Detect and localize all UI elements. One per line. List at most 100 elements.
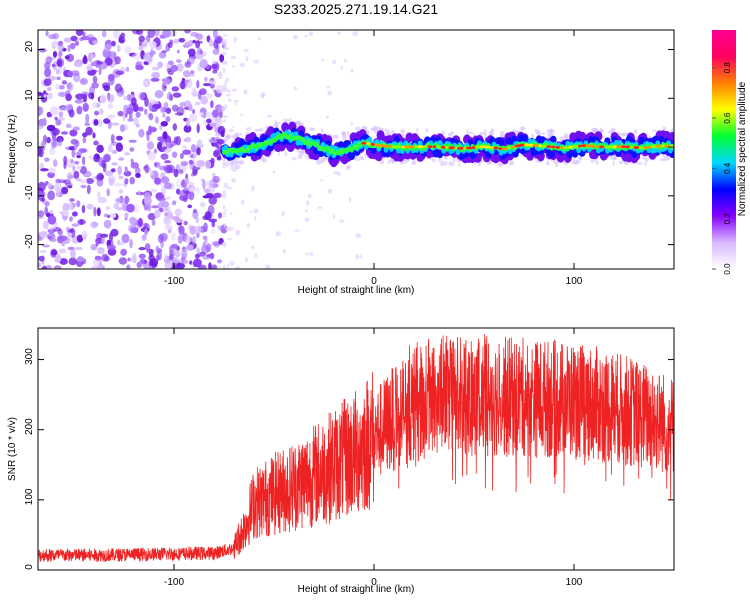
noise-blob	[140, 257, 145, 267]
halo-blob	[346, 165, 352, 169]
noise-blob	[123, 170, 132, 177]
noise-blob	[124, 195, 130, 204]
noise-blob	[194, 253, 200, 259]
noise-blob	[350, 121, 353, 126]
noise-blob	[71, 223, 80, 227]
noise-blob	[138, 128, 145, 138]
halo-blob	[663, 156, 667, 162]
noise-blob	[325, 115, 329, 119]
noise-blob	[55, 83, 60, 90]
noise-blob	[179, 102, 186, 107]
ridge-core-blob	[440, 145, 446, 149]
noise-blob	[210, 100, 214, 109]
noise-blob	[48, 147, 56, 155]
noise-blob	[116, 197, 125, 204]
noise-blob	[38, 124, 44, 130]
noise-blob	[163, 164, 173, 174]
ridge-core-blob	[595, 145, 599, 149]
noise-blob	[195, 217, 199, 224]
halo-blob	[254, 128, 259, 132]
ridge-core-blob	[507, 146, 512, 150]
noise-blob	[74, 99, 84, 104]
noise-blob	[240, 113, 244, 116]
noise-blob	[188, 159, 194, 165]
noise-blob	[149, 50, 154, 58]
noise-blob	[38, 262, 42, 268]
noise-blob	[75, 93, 85, 100]
noise-blob	[52, 51, 58, 58]
noise-blob	[209, 252, 215, 260]
noise-blob	[161, 185, 166, 196]
noise-blob	[306, 200, 310, 206]
halo-blob	[644, 161, 647, 167]
noise-blob	[89, 53, 95, 59]
noise-blob	[38, 146, 43, 156]
halo-blob	[651, 129, 658, 132]
noise-blob	[128, 216, 137, 225]
noise-blob	[191, 87, 198, 94]
noise-blob	[121, 233, 130, 244]
noise-blob	[172, 123, 177, 131]
noise-blob	[153, 148, 157, 154]
noise-blob	[68, 109, 75, 118]
ridge-core-blob	[523, 143, 530, 147]
noise-blob	[73, 61, 82, 68]
noise-blob	[164, 215, 170, 223]
noise-blob	[191, 235, 197, 245]
noise-blob	[90, 62, 97, 67]
noise-blob	[38, 255, 45, 262]
noise-blob	[189, 225, 197, 235]
noise-blob	[222, 204, 226, 210]
noise-blob	[71, 148, 76, 158]
noise-blob	[293, 86, 298, 91]
noise-blob	[208, 195, 218, 205]
noise-blob	[69, 198, 75, 202]
noise-blob	[157, 197, 166, 202]
halo-blob	[565, 134, 569, 141]
noise-blob	[135, 173, 141, 178]
noise-blob	[355, 254, 359, 260]
noise-blob	[58, 50, 63, 58]
noise-blob	[200, 144, 204, 148]
ridge-blob	[498, 138, 505, 147]
noise-blob	[196, 147, 201, 156]
noise-blob	[163, 253, 168, 261]
noise-blob	[118, 189, 123, 194]
noise-blob	[58, 235, 68, 242]
noise-blob	[228, 128, 235, 133]
noise-blob	[122, 112, 126, 122]
noise-blob	[332, 59, 337, 64]
noise-blob	[205, 243, 212, 252]
noise-blob	[208, 218, 218, 223]
noise-blob	[49, 106, 59, 116]
noise-blob	[188, 186, 197, 192]
noise-blob	[305, 252, 310, 256]
noise-blob	[282, 249, 286, 254]
noise-blob	[66, 82, 72, 90]
noise-blob	[54, 116, 58, 120]
halo-blob	[425, 128, 429, 133]
ridge-core-blob	[511, 145, 516, 149]
noise-blob	[166, 196, 171, 200]
noise-blob	[142, 52, 152, 63]
snr-y-label: SNR (10 * v/v)	[7, 417, 18, 481]
noise-blob	[241, 199, 245, 206]
halo-blob	[644, 157, 649, 162]
halo-blob	[659, 158, 665, 162]
noise-blob	[226, 237, 233, 241]
halo-blob	[521, 126, 526, 130]
noise-blob	[102, 49, 109, 58]
ridge-core-blob	[555, 146, 560, 149]
x-tick-label: 100	[566, 276, 583, 287]
noise-blob	[107, 73, 115, 82]
x-tick-label: 0	[371, 276, 377, 287]
noise-blob	[336, 171, 342, 176]
noise-blob	[149, 258, 159, 267]
noise-blob	[69, 216, 73, 222]
noise-blob	[184, 30, 191, 34]
y-tick-label: 10	[24, 89, 35, 101]
noise-blob	[138, 247, 146, 251]
halo-blob	[596, 161, 599, 165]
noise-blob	[211, 63, 218, 69]
noise-blob	[126, 107, 134, 115]
